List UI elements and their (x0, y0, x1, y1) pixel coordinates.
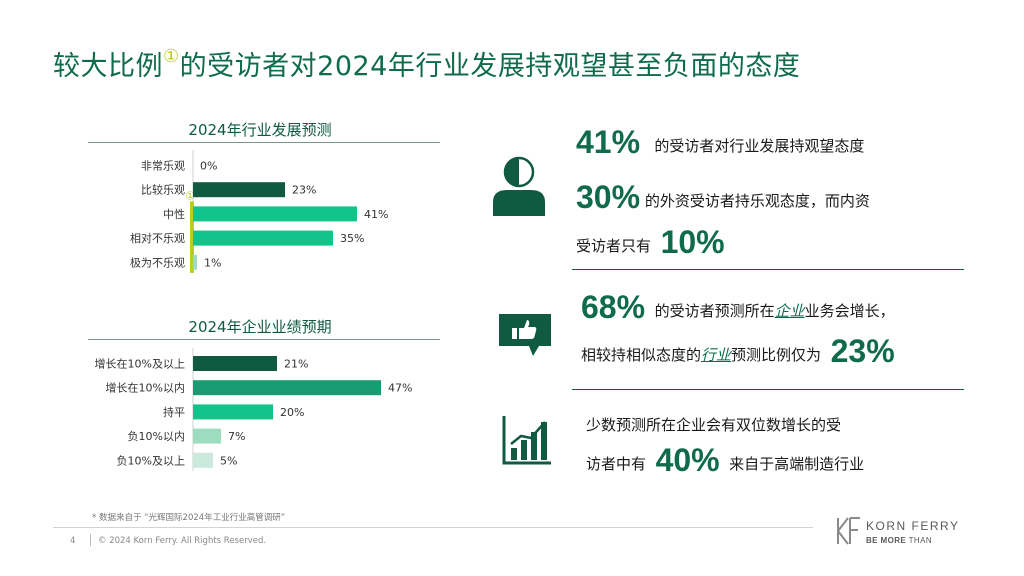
stat-2-figure-1: 30% (576, 179, 641, 215)
chart1-title: 2024年行业发展预测 (188, 121, 332, 139)
stat-2-line-1: 30% 的外资受访者持乐观态度，而内资 (576, 179, 870, 216)
chart2-value-label: 5% (220, 454, 237, 467)
stat-3-em-enterprise: 企业 (774, 302, 805, 320)
chart1-value-label: 41% (364, 208, 388, 221)
page-title: 较大比例①的受访者对2024年行业发展持观望甚至负面的态度 (53, 46, 801, 82)
stat-3-figure-1: 68% (581, 289, 646, 325)
stat-1-figure: 41% (576, 124, 641, 160)
chart2-value-label: 7% (228, 430, 245, 443)
stat-1-text: 的受访者对行业发展持观望态度 (654, 137, 865, 155)
chart1-bar (193, 254, 197, 270)
chart1-annotation-marker (190, 201, 194, 273)
chart1-bar (193, 206, 357, 222)
chart2-value-label: 21% (284, 358, 308, 371)
stat-4-figure: 40% (655, 442, 720, 478)
copyright-text: © 2024 Korn Ferry. All Rights Reserved. (98, 536, 267, 546)
chart2-value-label: 20% (280, 406, 304, 419)
chart1-category-label: 中性 (163, 207, 185, 221)
chart2-title-rule (88, 339, 440, 340)
brand-name: KORN FERRY (866, 519, 960, 533)
divider-1 (572, 269, 964, 270)
stat-4-line-1: 少数预测所在企业会有双位数增长的受 (586, 416, 842, 434)
chart1-bar (193, 230, 333, 246)
chart1-category-label: 比较乐观 (141, 183, 185, 197)
chart1-value-label: 0% (200, 160, 217, 173)
footer-separator (90, 534, 91, 546)
chart1-category-label: 相对不乐观 (130, 231, 185, 245)
chart2-category-label: 增长在10%及以上 (95, 357, 185, 371)
stat-2-text-1: 的外资受访者持乐观态度，而内资 (644, 192, 870, 210)
chart2-category-label: 持平 (163, 405, 185, 419)
brand-tagline: BE MORE THAN (866, 536, 932, 545)
stat-3-line-1: 68% 的受访者预测所在企业业务会增长， (581, 289, 895, 325)
stat-2-figure-2: 10% (660, 224, 725, 260)
chart2-category-label: 负10%及以上 (117, 453, 185, 467)
source-footnote: * 数据来自于 “光辉国际2024年工业行业高管调研” (92, 513, 286, 523)
chart2-bar-chart: 增长在10%及以上 21% 增长在10%以内 47% 持平 20% 负10%以内 7% 负10%… (95, 348, 412, 471)
thumbs-up-chat-icon (499, 314, 551, 356)
stat-3-em-industry: 行业 (701, 346, 732, 364)
chart2-title: 2024年企业业绩预期 (188, 318, 332, 336)
chart2-category-label: 负10%以内 (128, 429, 185, 443)
chart1-bar-chart: ① 非常乐观 0% 比较乐观 23% 中性 41% 相对不乐观 35% 极为不乐观 1% (130, 150, 388, 273)
stat-4-line-2: 访者中有 40% 来自于高端制造行业 (586, 442, 865, 478)
stat-1: 41% 的受访者对行业发展持观望态度 (576, 124, 864, 161)
kf-monogram-icon (837, 517, 860, 545)
stat-3-line-2: 相较持相似态度的行业预测比例仅为 23% (581, 333, 895, 369)
chart2-value-label: 47% (388, 382, 412, 395)
footer-rule (53, 527, 813, 528)
chart1-category-label: 极为不乐观 (130, 255, 185, 269)
chart2-category-label: 增长在10%以内 (106, 381, 185, 395)
stat-2-line-2: 受访者只有 10% (576, 224, 725, 261)
half-person-icon (493, 156, 545, 216)
divider-2 (572, 389, 964, 390)
chart2-bar (193, 380, 381, 396)
chart1-value-label: 23% (292, 184, 316, 197)
stat-2-text-2: 受访者只有 (576, 237, 652, 255)
chart1-value-label: 35% (340, 232, 364, 245)
stat-3-figure-2: 23% (830, 333, 895, 369)
chart1-title-rule (88, 142, 440, 143)
chart1-category-label: 非常乐观 (141, 160, 185, 173)
bar-chart-growth-icon (502, 416, 551, 465)
page-number: 4 (70, 536, 76, 546)
chart2-bar (193, 428, 221, 444)
chart2-bar (193, 404, 273, 420)
chart2-bar (193, 452, 213, 468)
chart1-bar (193, 182, 285, 198)
chart1-annotation-label: ① (185, 189, 195, 202)
footnote-marker: ① (163, 46, 180, 67)
chart1-value-label: 1% (204, 256, 221, 269)
chart2-bar (193, 356, 277, 371)
